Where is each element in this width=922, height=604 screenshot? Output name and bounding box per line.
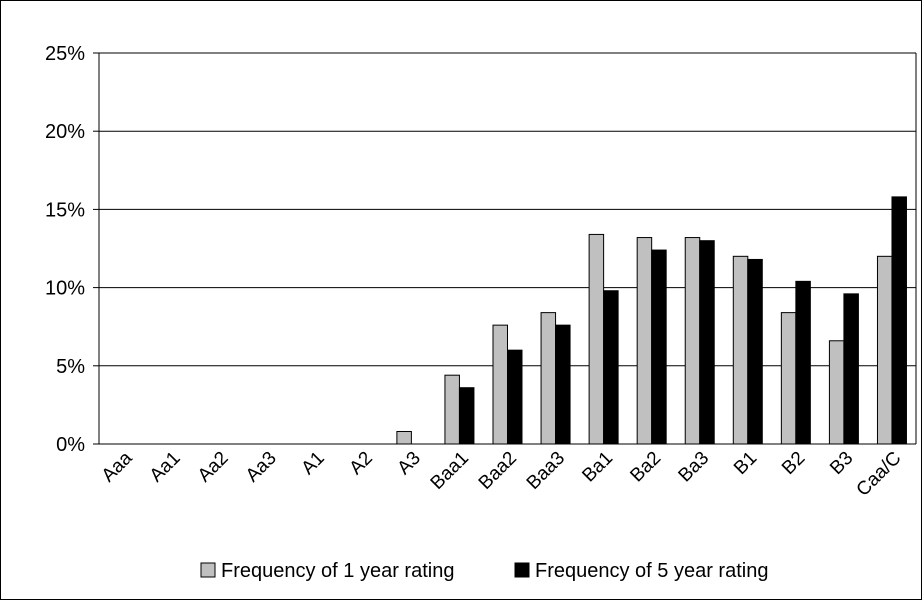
bar-one-year [780,312,797,445]
bars [396,196,907,445]
x-tick-label: B1 [730,448,761,479]
bar-one-year [684,237,701,445]
x-tick-label: B2 [778,448,809,479]
legend-label: Frequency of 1 year rating [221,560,454,582]
bar-five-year [603,290,619,445]
y-axis-ticks: 0% 5% 10% 15% 20% 25% [45,43,99,456]
x-tick-label: A2 [346,448,377,479]
x-axis-ticks: Aaa Aa1 Aa2 Aa3 A1 A2 A3 Baa1 Baa2 Baa3 Ba1 Ba2 Ba3 B… [98,447,906,500]
bar-one-year [444,374,460,445]
bar-five-year [555,324,571,445]
legend-label: Frequency of 5 year rating [535,560,768,582]
x-tick-label: Baa2 [475,448,521,494]
bar-one-year [396,430,412,445]
bar-one-year [492,324,508,445]
x-tick-label: Ba1 [578,448,617,487]
x-tick-label: Baa3 [523,448,569,494]
bar-one-year [876,255,893,445]
bar-five-year [795,280,811,445]
bar-five-year [507,349,523,445]
y-tick-label: 25% [45,43,85,65]
x-tick-label: Aa1 [146,448,185,487]
y-tick-label: 0% [56,434,85,456]
x-tick-label: Aa3 [242,448,281,487]
y-tick-label: 20% [45,121,85,143]
bar-one-year [540,312,557,445]
legend-swatch [514,562,530,578]
x-tick-label: Aaa [98,447,137,486]
x-tick-label: Caa/C [853,448,906,501]
bar-five-year [699,240,715,445]
legend: Frequency of 1 year rating Frequency of 5… [200,560,768,582]
y-tick-label: 10% [45,278,85,300]
bar-five-year [651,249,667,445]
x-tick-label: Ba3 [675,448,714,487]
bar-five-year [843,293,859,445]
x-tick-label: A1 [298,448,329,479]
x-tick-label: Aa2 [194,448,233,487]
gridlines [99,52,916,367]
bar-one-year [732,255,749,445]
bar-one-year [588,233,605,445]
y-tick-label: 15% [45,199,85,221]
legend-swatch [200,562,216,578]
bar-five-year [747,258,763,445]
x-tick-label: A3 [394,448,425,479]
x-tick-label: Baa1 [427,448,473,494]
x-tick-label: B3 [826,448,857,479]
axes [98,53,917,445]
bar-five-year [891,196,907,445]
bar-five-year [458,387,475,445]
y-tick-label: 5% [56,356,85,378]
x-tick-label: Ba2 [626,448,665,487]
bar-one-year [828,340,845,445]
bar-one-year [636,237,653,445]
